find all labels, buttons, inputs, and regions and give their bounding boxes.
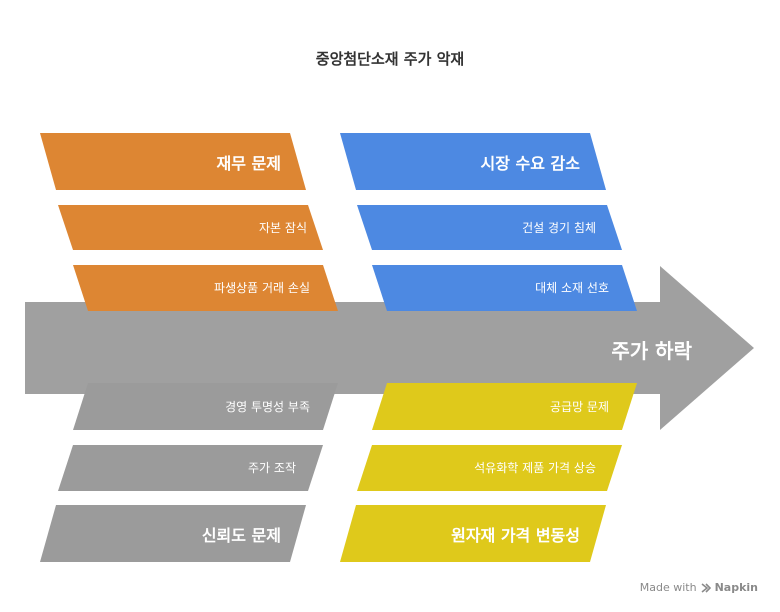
cause-box [357,205,622,250]
cause-box [73,383,338,430]
made-with-label: Made with [639,581,697,594]
cause-label: 대체 소재 선호 [535,281,609,295]
cause-box [372,383,637,430]
cause-box [357,445,622,491]
category-trust-label: 신뢰도 문제 [202,526,281,545]
cause-label: 경영 투명성 부족 [225,400,310,414]
category-demand-box [340,133,606,190]
category-demand: 시장 수요 감소 건설 경기 침체 대체 소재 선호 [340,133,637,311]
category-financial: 재무 문제 자본 잠식 파생상품 거래 손실 [40,133,338,311]
napkin-brand-label: Napkin [714,581,758,594]
cause-box [58,205,323,250]
category-financial-box [40,133,306,190]
category-financial-label: 재무 문제 [217,154,281,173]
outcome-label: 주가 하락 [611,339,692,363]
cause-label: 공급망 문제 [550,400,609,414]
made-with-napkin[interactable]: Made with Napkin [640,581,758,594]
napkin-logo-icon [701,582,711,593]
category-material-label: 원자재 가격 변동성 [451,526,580,545]
cause-box [372,265,637,311]
category-trust: 경영 투명성 부족 주가 조작 신뢰도 문제 [40,383,338,562]
cause-box [58,445,323,491]
cause-label: 건설 경기 침체 [522,221,596,235]
category-demand-label: 시장 수요 감소 [481,154,581,173]
category-material: 공급망 문제 석유화학 제품 가격 상승 원자재 가격 변동성 [340,383,637,562]
cause-box [73,265,338,311]
cause-label: 파생상품 거래 손실 [214,281,310,295]
cause-label: 주가 조작 [248,461,296,475]
category-trust-box [40,505,306,562]
cause-label: 석유화학 제품 가격 상승 [474,461,596,475]
cause-label: 자본 잠식 [259,221,307,235]
category-material-box [340,505,606,562]
diagram-title: 중앙첨단소재 주가 악재 [315,50,465,68]
